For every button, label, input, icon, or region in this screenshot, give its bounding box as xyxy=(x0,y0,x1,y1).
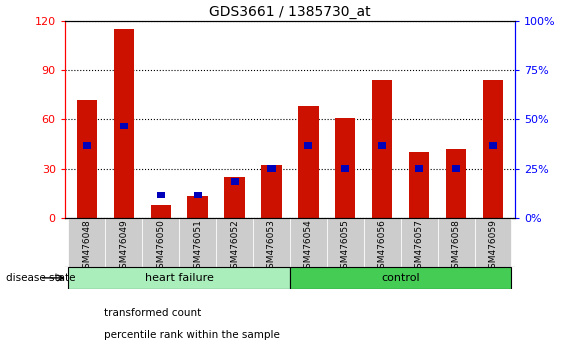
Bar xyxy=(483,80,503,218)
Bar xyxy=(216,218,253,267)
Bar xyxy=(253,218,290,267)
Text: percentile rank within the sample: percentile rank within the sample xyxy=(104,330,280,339)
Bar xyxy=(372,80,392,218)
Bar xyxy=(77,100,97,218)
Bar xyxy=(335,118,355,218)
Bar xyxy=(157,192,165,198)
Bar xyxy=(364,218,401,267)
Bar xyxy=(446,149,466,218)
Bar xyxy=(437,218,475,267)
Text: GSM476050: GSM476050 xyxy=(156,219,165,274)
Text: GSM476049: GSM476049 xyxy=(119,219,128,274)
Bar xyxy=(475,218,511,267)
Bar xyxy=(142,218,179,267)
Bar xyxy=(378,142,386,149)
Bar xyxy=(305,142,312,149)
Bar xyxy=(290,218,327,267)
Text: GSM476053: GSM476053 xyxy=(267,219,276,274)
Text: heart failure: heart failure xyxy=(145,273,213,283)
Text: GSM476052: GSM476052 xyxy=(230,219,239,274)
Text: GSM476059: GSM476059 xyxy=(489,219,498,274)
Bar xyxy=(415,165,423,172)
Bar xyxy=(179,218,216,267)
Bar xyxy=(290,267,511,289)
Title: GDS3661 / 1385730_at: GDS3661 / 1385730_at xyxy=(209,5,371,19)
Bar xyxy=(194,192,202,198)
Bar xyxy=(298,106,319,218)
Bar xyxy=(452,165,460,172)
Text: GSM476058: GSM476058 xyxy=(452,219,461,274)
Bar xyxy=(225,177,245,218)
Text: GSM476057: GSM476057 xyxy=(415,219,424,274)
Bar xyxy=(69,267,290,289)
Text: GSM476054: GSM476054 xyxy=(304,219,313,274)
Bar xyxy=(120,123,128,129)
Bar xyxy=(327,218,364,267)
Text: GSM476048: GSM476048 xyxy=(82,219,91,274)
Text: control: control xyxy=(381,273,420,283)
Bar xyxy=(187,196,208,218)
Text: transformed count: transformed count xyxy=(104,308,202,318)
Bar xyxy=(341,165,350,172)
Bar xyxy=(83,142,91,149)
Bar xyxy=(150,205,171,218)
Text: GSM476056: GSM476056 xyxy=(378,219,387,274)
Bar xyxy=(409,152,430,218)
Text: disease state: disease state xyxy=(6,273,75,283)
Text: GSM476055: GSM476055 xyxy=(341,219,350,274)
Text: GSM476051: GSM476051 xyxy=(193,219,202,274)
Bar xyxy=(114,29,134,218)
Bar xyxy=(261,165,282,218)
Bar xyxy=(105,218,142,267)
Bar xyxy=(69,218,105,267)
Bar xyxy=(230,178,239,185)
Bar xyxy=(267,165,275,172)
Bar xyxy=(489,142,497,149)
Bar xyxy=(401,218,437,267)
